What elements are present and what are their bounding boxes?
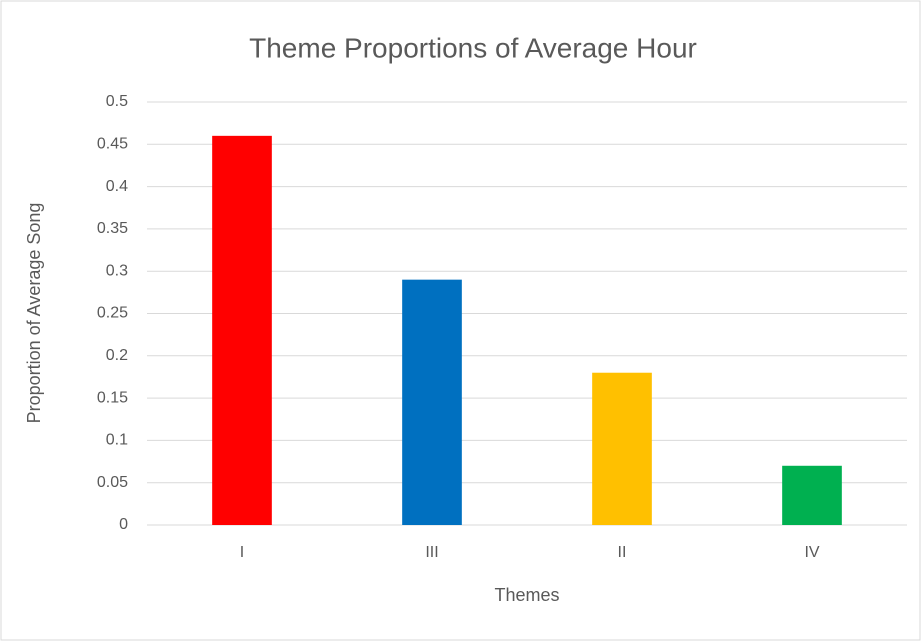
y-tick-label: 0.45	[97, 136, 128, 153]
y-tick-label: 0.4	[106, 178, 128, 195]
bar	[212, 135, 272, 525]
x-tick-label: III	[425, 544, 438, 561]
x-tick-label: I	[240, 544, 244, 561]
y-tick-label: 0.35	[97, 220, 128, 237]
y-tick-label: 0	[119, 516, 128, 533]
chart-title: Theme Proportions of Average Hour	[249, 32, 697, 63]
x-tick-label: II	[618, 544, 627, 561]
bar	[592, 372, 652, 525]
bar	[402, 279, 462, 525]
y-tick-label: 0.25	[97, 305, 128, 322]
y-tick-label: 0.05	[97, 474, 128, 491]
y-tick-label: 0.1	[106, 432, 128, 449]
y-tick-label: 0.5	[106, 93, 128, 110]
bar	[782, 465, 842, 525]
y-axis-title: Proportion of Average Song	[24, 203, 44, 424]
x-tick-label: IV	[804, 544, 819, 561]
x-axis-title: Themes	[494, 585, 559, 605]
y-tick-label: 0.15	[97, 389, 128, 406]
y-tick-label: 0.3	[106, 262, 128, 279]
y-tick-label: 0.2	[106, 347, 128, 364]
